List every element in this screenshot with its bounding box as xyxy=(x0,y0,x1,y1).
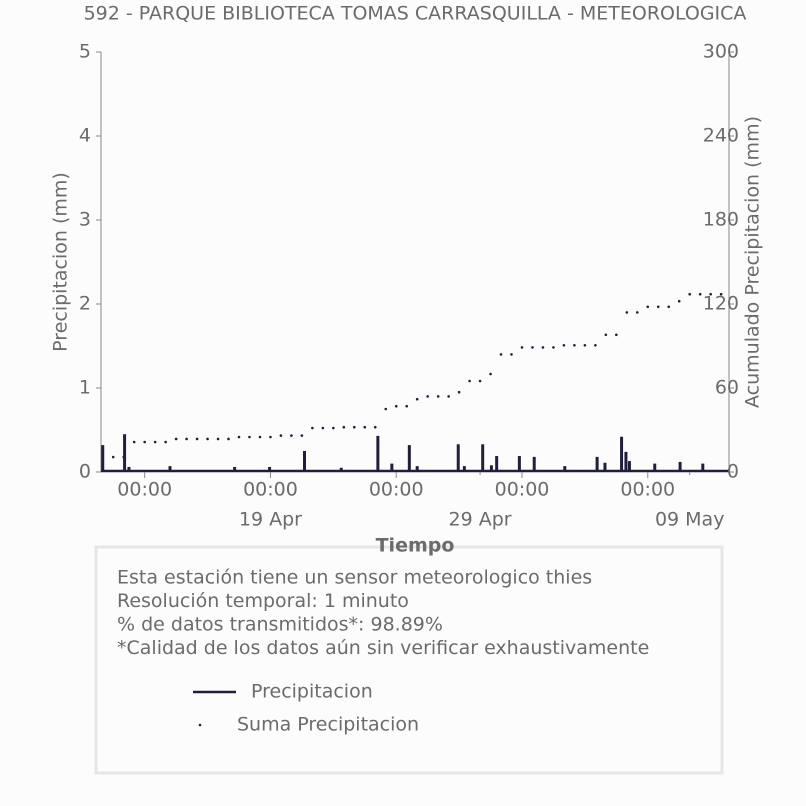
cumulative-point xyxy=(300,434,304,437)
cumulative-point xyxy=(520,346,524,349)
legend-label: Suma Precipitacion xyxy=(237,714,419,736)
y-axis-label: Precipitacion (mm) xyxy=(50,172,72,352)
legend-label: Precipitacion xyxy=(251,681,373,703)
cumulative-point xyxy=(415,397,419,401)
cumulative-point xyxy=(363,425,367,429)
cumulative-point xyxy=(426,395,429,398)
y-tick-label: 5 xyxy=(79,41,91,63)
cumulative-point xyxy=(290,434,293,437)
cumulative-point xyxy=(489,372,492,376)
cumulative-point xyxy=(688,292,691,296)
cumulative-point xyxy=(164,440,167,444)
cumulative-point xyxy=(531,346,534,349)
cumulative-point xyxy=(352,425,356,429)
cumulative-point xyxy=(101,455,105,459)
cumulative-point xyxy=(447,395,450,398)
cumulative-point xyxy=(227,437,230,441)
cumulative-point xyxy=(195,437,199,441)
cumulative-point xyxy=(646,305,650,309)
cumulative-point xyxy=(635,311,639,314)
cumulative-point xyxy=(153,440,157,444)
cumulative-point xyxy=(583,344,587,347)
y2-tick-label: 180 xyxy=(703,209,739,231)
legend-marker xyxy=(198,723,202,727)
cumulative-point xyxy=(405,404,409,408)
info-text: Esta estación tiene un sensor meteorolog… xyxy=(117,567,592,589)
info-text: Resolución temporal: 1 minuto xyxy=(117,590,409,612)
y2-tick-label: 120 xyxy=(703,293,739,315)
cumulative-point xyxy=(625,311,629,314)
chart-title: 592 - PARQUE BIBLIOTECA TOMAS CARRASQUIL… xyxy=(84,3,747,25)
info-text: % de datos transmitidos*: 98.89% xyxy=(117,614,443,636)
x-axis-label: Tiempo xyxy=(376,535,455,557)
cumulative-point xyxy=(394,404,398,408)
x-date-label: 29 Apr xyxy=(449,509,512,531)
y-tick-label: 3 xyxy=(79,209,91,231)
cumulative-point xyxy=(667,305,671,309)
cumulative-point xyxy=(677,299,681,303)
y2-tick-label: 60 xyxy=(715,377,739,399)
cumulative-point xyxy=(719,292,723,296)
cumulative-point xyxy=(594,344,597,347)
x-tick-label: 00:00 xyxy=(369,479,424,501)
cumulative-point xyxy=(206,437,209,441)
cumulative-point xyxy=(248,435,251,439)
x-tick-label: 00:00 xyxy=(117,479,172,501)
y2-tick-label: 0 xyxy=(727,461,739,483)
cumulative-point xyxy=(478,379,482,383)
x-tick-label: 00:00 xyxy=(243,479,298,501)
x-tick-label: 00:00 xyxy=(620,479,675,501)
cumulative-point xyxy=(174,437,178,441)
cumulative-point xyxy=(237,435,241,439)
y-tick-label: 2 xyxy=(79,293,91,315)
cumulative-point xyxy=(143,440,146,444)
cumulative-point xyxy=(216,437,220,441)
cumulative-point xyxy=(258,435,262,439)
info-box xyxy=(94,545,724,775)
cumulative-point xyxy=(709,292,712,296)
x-tick-label: 00:00 xyxy=(495,479,550,501)
cumulative-point xyxy=(342,425,346,429)
cumulative-point xyxy=(269,435,272,439)
cumulative-point xyxy=(332,426,335,430)
cumulative-point xyxy=(604,333,608,337)
cumulative-point xyxy=(122,455,126,459)
cumulative-point xyxy=(510,353,513,356)
cumulative-point xyxy=(373,425,377,429)
cumulative-point xyxy=(457,390,461,394)
cumulative-point xyxy=(656,305,660,309)
cumulative-point xyxy=(279,434,283,437)
cumulative-point xyxy=(436,395,440,398)
y-tick-label: 0 xyxy=(79,461,91,483)
cumulative-point xyxy=(111,455,115,459)
cumulative-point xyxy=(185,437,188,441)
y2-tick-label: 300 xyxy=(703,41,739,63)
x-date-label: 19 Apr xyxy=(239,509,302,531)
cumulative-point xyxy=(552,346,555,349)
cumulative-point xyxy=(132,440,136,444)
x-date-label: 09 May xyxy=(655,509,725,531)
y-tick-label: 4 xyxy=(79,125,91,147)
cumulative-point xyxy=(499,353,503,356)
cumulative-point xyxy=(698,292,702,296)
cumulative-point xyxy=(468,379,471,383)
cumulative-point xyxy=(573,344,576,347)
cumulative-point xyxy=(615,333,618,337)
cumulative-point xyxy=(384,407,388,411)
y-tick-label: 1 xyxy=(79,377,91,399)
cumulative-point xyxy=(321,426,325,430)
info-text: *Calidad de los datos aún sin verificar … xyxy=(117,637,649,659)
cumulative-point xyxy=(541,346,545,349)
cumulative-point xyxy=(311,426,314,430)
cumulative-point xyxy=(562,344,566,347)
y2-tick-label: 240 xyxy=(703,125,739,147)
y2-axis-label: Acumulado Precipitacion (mm) xyxy=(742,116,764,408)
